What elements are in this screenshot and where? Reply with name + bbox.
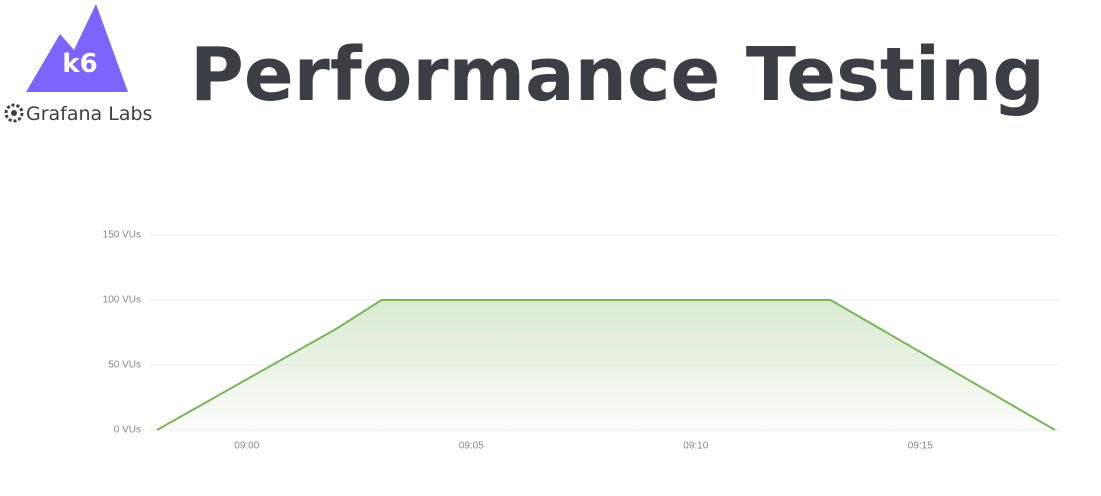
- x-tick-label: 09:15: [908, 441, 933, 452]
- y-tick-label: 150 VUs: [103, 230, 141, 241]
- k6-mountain: [26, 4, 128, 92]
- k6-badge: k6: [62, 49, 97, 79]
- area: [157, 300, 1055, 430]
- x-tick-label: 09:05: [459, 441, 484, 452]
- brand-name: Grafana Labs: [26, 103, 152, 125]
- grafana-icon-center: [11, 110, 17, 116]
- y-tick-label: 50 VUs: [108, 360, 141, 371]
- y-tick-label: 0 VUs: [114, 425, 141, 436]
- x-tick-label: 09:00: [234, 441, 259, 452]
- x-tick-label: 09:10: [683, 441, 708, 452]
- y-tick-label: 100 VUs: [103, 295, 141, 306]
- logo: k6 Grafana Labs: [4, 4, 152, 125]
- page-title: Performance Testing: [190, 32, 1045, 118]
- line: [156, 299, 1056, 431]
- grafana-icon: [4, 103, 24, 123]
